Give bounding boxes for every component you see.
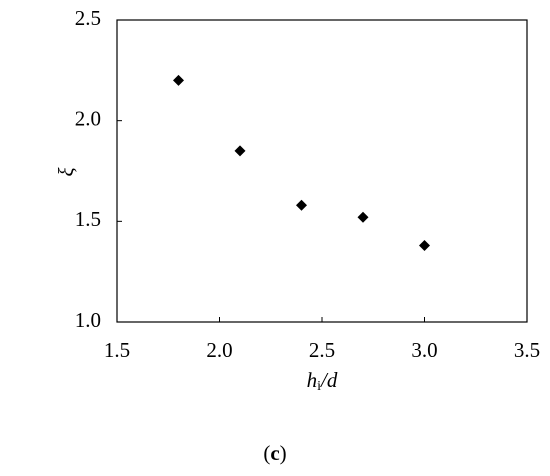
x-tick-label: 2.0 xyxy=(206,338,232,362)
y-tick-label: 2.5 xyxy=(75,6,101,30)
x-axis-label: hi/d xyxy=(307,368,338,394)
y-tick-label: 1.5 xyxy=(75,207,101,231)
x-tick-label: 3.0 xyxy=(411,338,437,362)
x-tick-label: 3.5 xyxy=(514,338,540,362)
data-point xyxy=(296,199,307,211)
data-point xyxy=(419,239,430,251)
y-tick-label: 2.0 xyxy=(75,106,101,130)
y-axis-label: ξ xyxy=(54,168,78,177)
x-tick-label: 2.5 xyxy=(309,338,335,362)
x-tick-label: 1.5 xyxy=(104,338,130,362)
data-point xyxy=(173,74,184,86)
data-point xyxy=(234,145,246,157)
y-tick-label: 1.0 xyxy=(75,308,101,332)
caption: (c) xyxy=(263,441,286,465)
plot-frame xyxy=(116,19,528,323)
data-point xyxy=(357,211,369,223)
